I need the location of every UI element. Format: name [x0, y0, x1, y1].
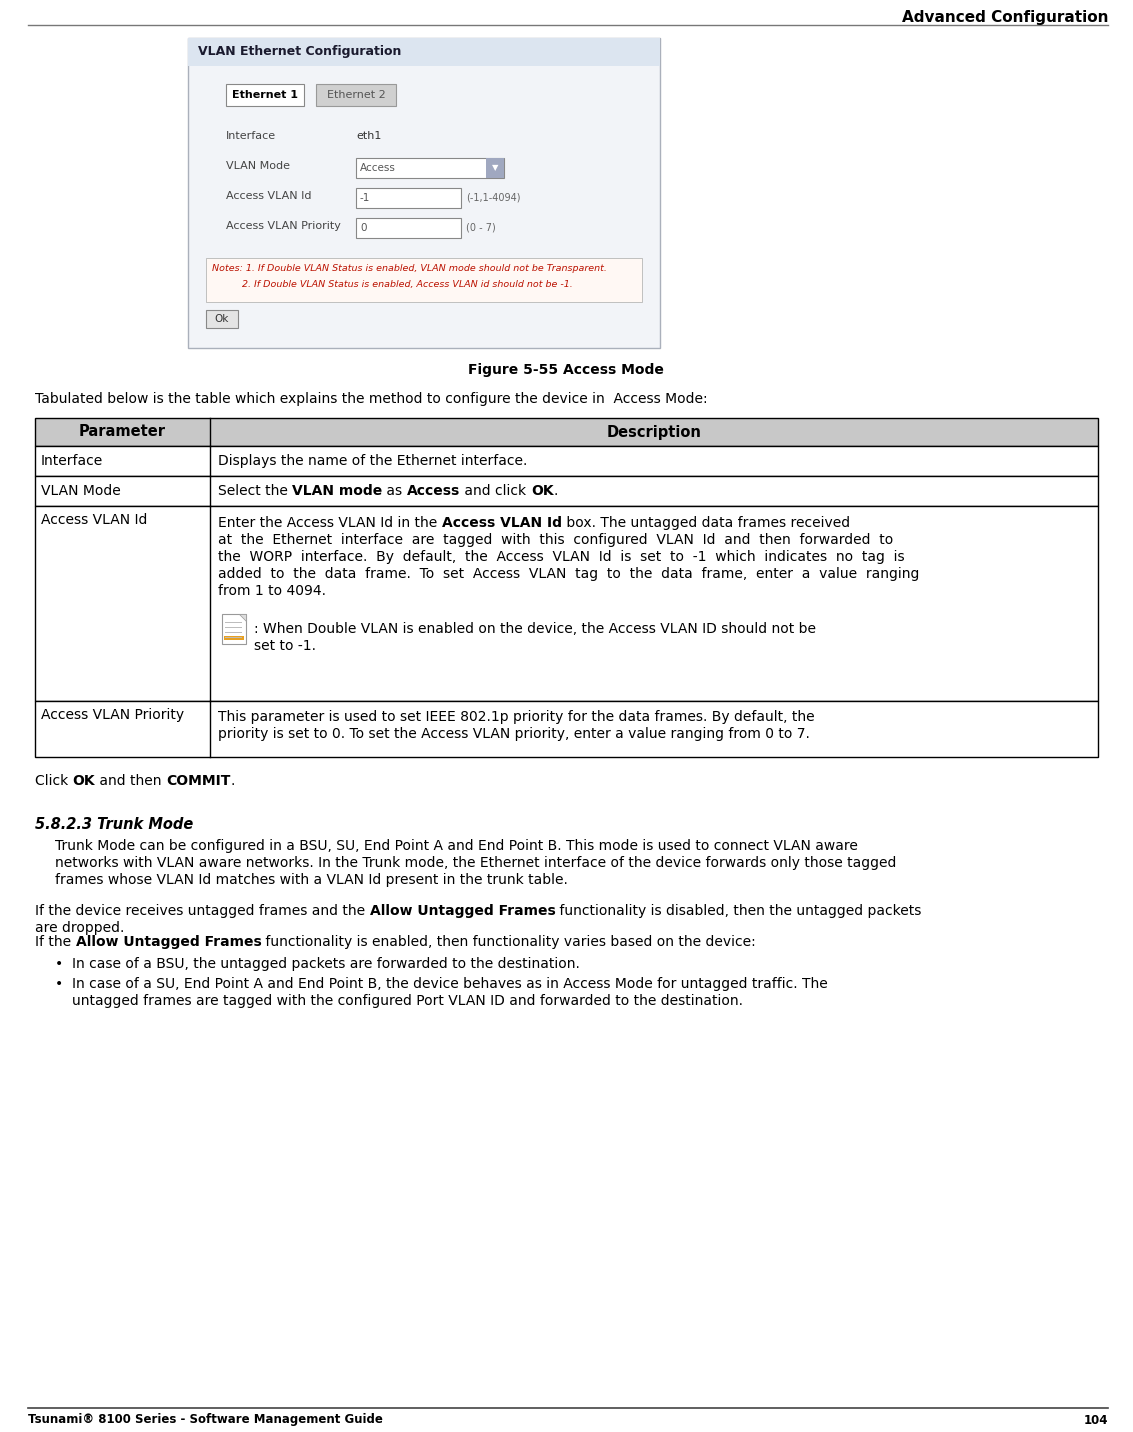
Text: 2. If Double VLAN Status is enabled, Access VLAN id should not be -1.: 2. If Double VLAN Status is enabled, Acc…: [242, 281, 573, 289]
Text: functionality is enabled, then functionality varies based on the device:: functionality is enabled, then functiona…: [262, 935, 756, 949]
FancyBboxPatch shape: [356, 188, 461, 208]
Text: Tsunami® 8100 Series - Software Management Guide: Tsunami® 8100 Series - Software Manageme…: [28, 1413, 383, 1426]
Text: Trunk Mode can be configured in a BSU, SU, End Point A and End Point B. This mod: Trunk Mode can be configured in a BSU, S…: [56, 839, 858, 853]
FancyBboxPatch shape: [225, 84, 304, 106]
FancyBboxPatch shape: [356, 218, 461, 238]
Text: -1: -1: [360, 193, 370, 203]
FancyBboxPatch shape: [224, 636, 244, 640]
Text: 0: 0: [360, 223, 366, 233]
Text: OK: OK: [530, 484, 553, 498]
Text: eth1: eth1: [356, 130, 382, 140]
FancyBboxPatch shape: [35, 418, 1098, 445]
Text: 104: 104: [1083, 1413, 1108, 1426]
Text: Access VLAN Id: Access VLAN Id: [442, 516, 562, 530]
FancyBboxPatch shape: [35, 702, 1098, 758]
Text: : When Double VLAN is enabled on the device, the Access VLAN ID should not be: : When Double VLAN is enabled on the dev…: [254, 621, 816, 636]
FancyBboxPatch shape: [35, 505, 1098, 702]
Text: (-1,1-4094): (-1,1-4094): [466, 193, 520, 203]
Text: In case of a BSU, the untagged packets are forwarded to the destination.: In case of a BSU, the untagged packets a…: [73, 957, 580, 971]
Text: from 1 to 4094.: from 1 to 4094.: [218, 584, 326, 599]
Text: Access: Access: [407, 484, 460, 498]
Text: Click: Click: [35, 775, 73, 788]
Text: If the device receives untagged frames and the: If the device receives untagged frames a…: [35, 904, 369, 918]
Text: Ethernet 2: Ethernet 2: [326, 90, 385, 100]
Text: Enter the Access VLAN Id in the: Enter the Access VLAN Id in the: [218, 516, 442, 530]
Text: functionality is disabled, then the untagged packets: functionality is disabled, then the unta…: [555, 904, 921, 918]
Text: OK: OK: [73, 775, 95, 788]
Text: Ethernet 1: Ethernet 1: [232, 90, 298, 100]
Text: •: •: [56, 977, 63, 991]
Text: VLAN mode: VLAN mode: [292, 484, 383, 498]
Text: .: .: [553, 484, 557, 498]
Text: Advanced Configuration: Advanced Configuration: [902, 10, 1108, 24]
Text: This parameter is used to set IEEE 802.1p priority for the data frames. By defau: This parameter is used to set IEEE 802.1…: [218, 710, 815, 725]
Text: Interface: Interface: [41, 454, 103, 468]
Text: In case of a SU, End Point A and End Point B, the device behaves as in Access Mo: In case of a SU, End Point A and End Poi…: [73, 977, 828, 991]
Text: 5.8.2.3 Trunk Mode: 5.8.2.3 Trunk Mode: [35, 818, 194, 832]
Text: added  to  the  data  frame.  To  set  Access  VLAN  tag  to  the  data  frame, : added to the data frame. To set Access V…: [218, 567, 919, 581]
Text: at  the  Ethernet  interface  are  tagged  with  this  configured  VLAN  Id  and: at the Ethernet interface are tagged wit…: [218, 533, 893, 547]
Text: box. The untagged data frames received: box. The untagged data frames received: [562, 516, 850, 530]
FancyBboxPatch shape: [222, 614, 246, 644]
FancyBboxPatch shape: [206, 258, 642, 302]
Text: frames whose VLAN Id matches with a VLAN Id present in the trunk table.: frames whose VLAN Id matches with a VLAN…: [56, 874, 568, 886]
Text: •: •: [56, 957, 63, 971]
Text: Access: Access: [360, 163, 395, 173]
Text: VLAN Mode: VLAN Mode: [41, 484, 121, 498]
FancyBboxPatch shape: [316, 84, 397, 106]
Text: If the: If the: [35, 935, 76, 949]
Text: untagged frames are tagged with the configured Port VLAN ID and forwarded to the: untagged frames are tagged with the conf…: [73, 994, 743, 1008]
Text: Tabulated below is the table which explains the method to configure the device i: Tabulated below is the table which expla…: [35, 392, 708, 407]
Text: as: as: [383, 484, 407, 498]
Text: Interface: Interface: [225, 130, 276, 140]
Text: priority is set to 0. To set the Access VLAN priority, enter a value ranging fro: priority is set to 0. To set the Access …: [218, 727, 810, 740]
Text: Access VLAN Priority: Access VLAN Priority: [225, 221, 341, 231]
Text: (0 - 7): (0 - 7): [466, 223, 496, 233]
FancyBboxPatch shape: [35, 475, 1098, 505]
FancyBboxPatch shape: [188, 39, 661, 348]
FancyBboxPatch shape: [206, 309, 238, 328]
Text: COMMIT: COMMIT: [167, 775, 230, 788]
Text: Access VLAN Priority: Access VLAN Priority: [41, 707, 185, 722]
FancyBboxPatch shape: [486, 158, 504, 178]
Text: are dropped.: are dropped.: [35, 921, 125, 935]
Text: Parameter: Parameter: [79, 424, 167, 440]
Text: and then: and then: [95, 775, 167, 788]
Text: Allow Untagged Frames: Allow Untagged Frames: [76, 935, 262, 949]
Text: Select the: Select the: [218, 484, 292, 498]
Text: set to -1.: set to -1.: [254, 639, 316, 653]
Text: Notes: 1. If Double VLAN Status is enabled, VLAN mode should not be Transparent.: Notes: 1. If Double VLAN Status is enabl…: [212, 263, 607, 274]
FancyBboxPatch shape: [35, 445, 1098, 475]
Text: networks with VLAN aware networks. In the Trunk mode, the Ethernet interface of : networks with VLAN aware networks. In th…: [56, 856, 896, 871]
Text: and click: and click: [460, 484, 530, 498]
Polygon shape: [239, 614, 246, 621]
Text: VLAN Mode: VLAN Mode: [225, 160, 290, 170]
Text: .: .: [230, 775, 235, 788]
Text: the  WORP  interface.  By  default,  the  Access  VLAN  Id  is  set  to  -1  whi: the WORP interface. By default, the Acce…: [218, 550, 904, 564]
FancyBboxPatch shape: [356, 158, 504, 178]
Text: Figure 5-55 Access Mode: Figure 5-55 Access Mode: [468, 362, 664, 377]
Text: Ok: Ok: [215, 314, 229, 324]
Text: Description: Description: [606, 424, 701, 440]
Text: Access VLAN Id: Access VLAN Id: [41, 513, 147, 527]
Text: Displays the name of the Ethernet interface.: Displays the name of the Ethernet interf…: [218, 454, 527, 468]
Text: Access VLAN Id: Access VLAN Id: [225, 190, 312, 200]
Text: ▼: ▼: [492, 163, 499, 172]
FancyBboxPatch shape: [188, 39, 661, 66]
Text: VLAN Ethernet Configuration: VLAN Ethernet Configuration: [198, 46, 401, 59]
Text: Allow Untagged Frames: Allow Untagged Frames: [369, 904, 555, 918]
